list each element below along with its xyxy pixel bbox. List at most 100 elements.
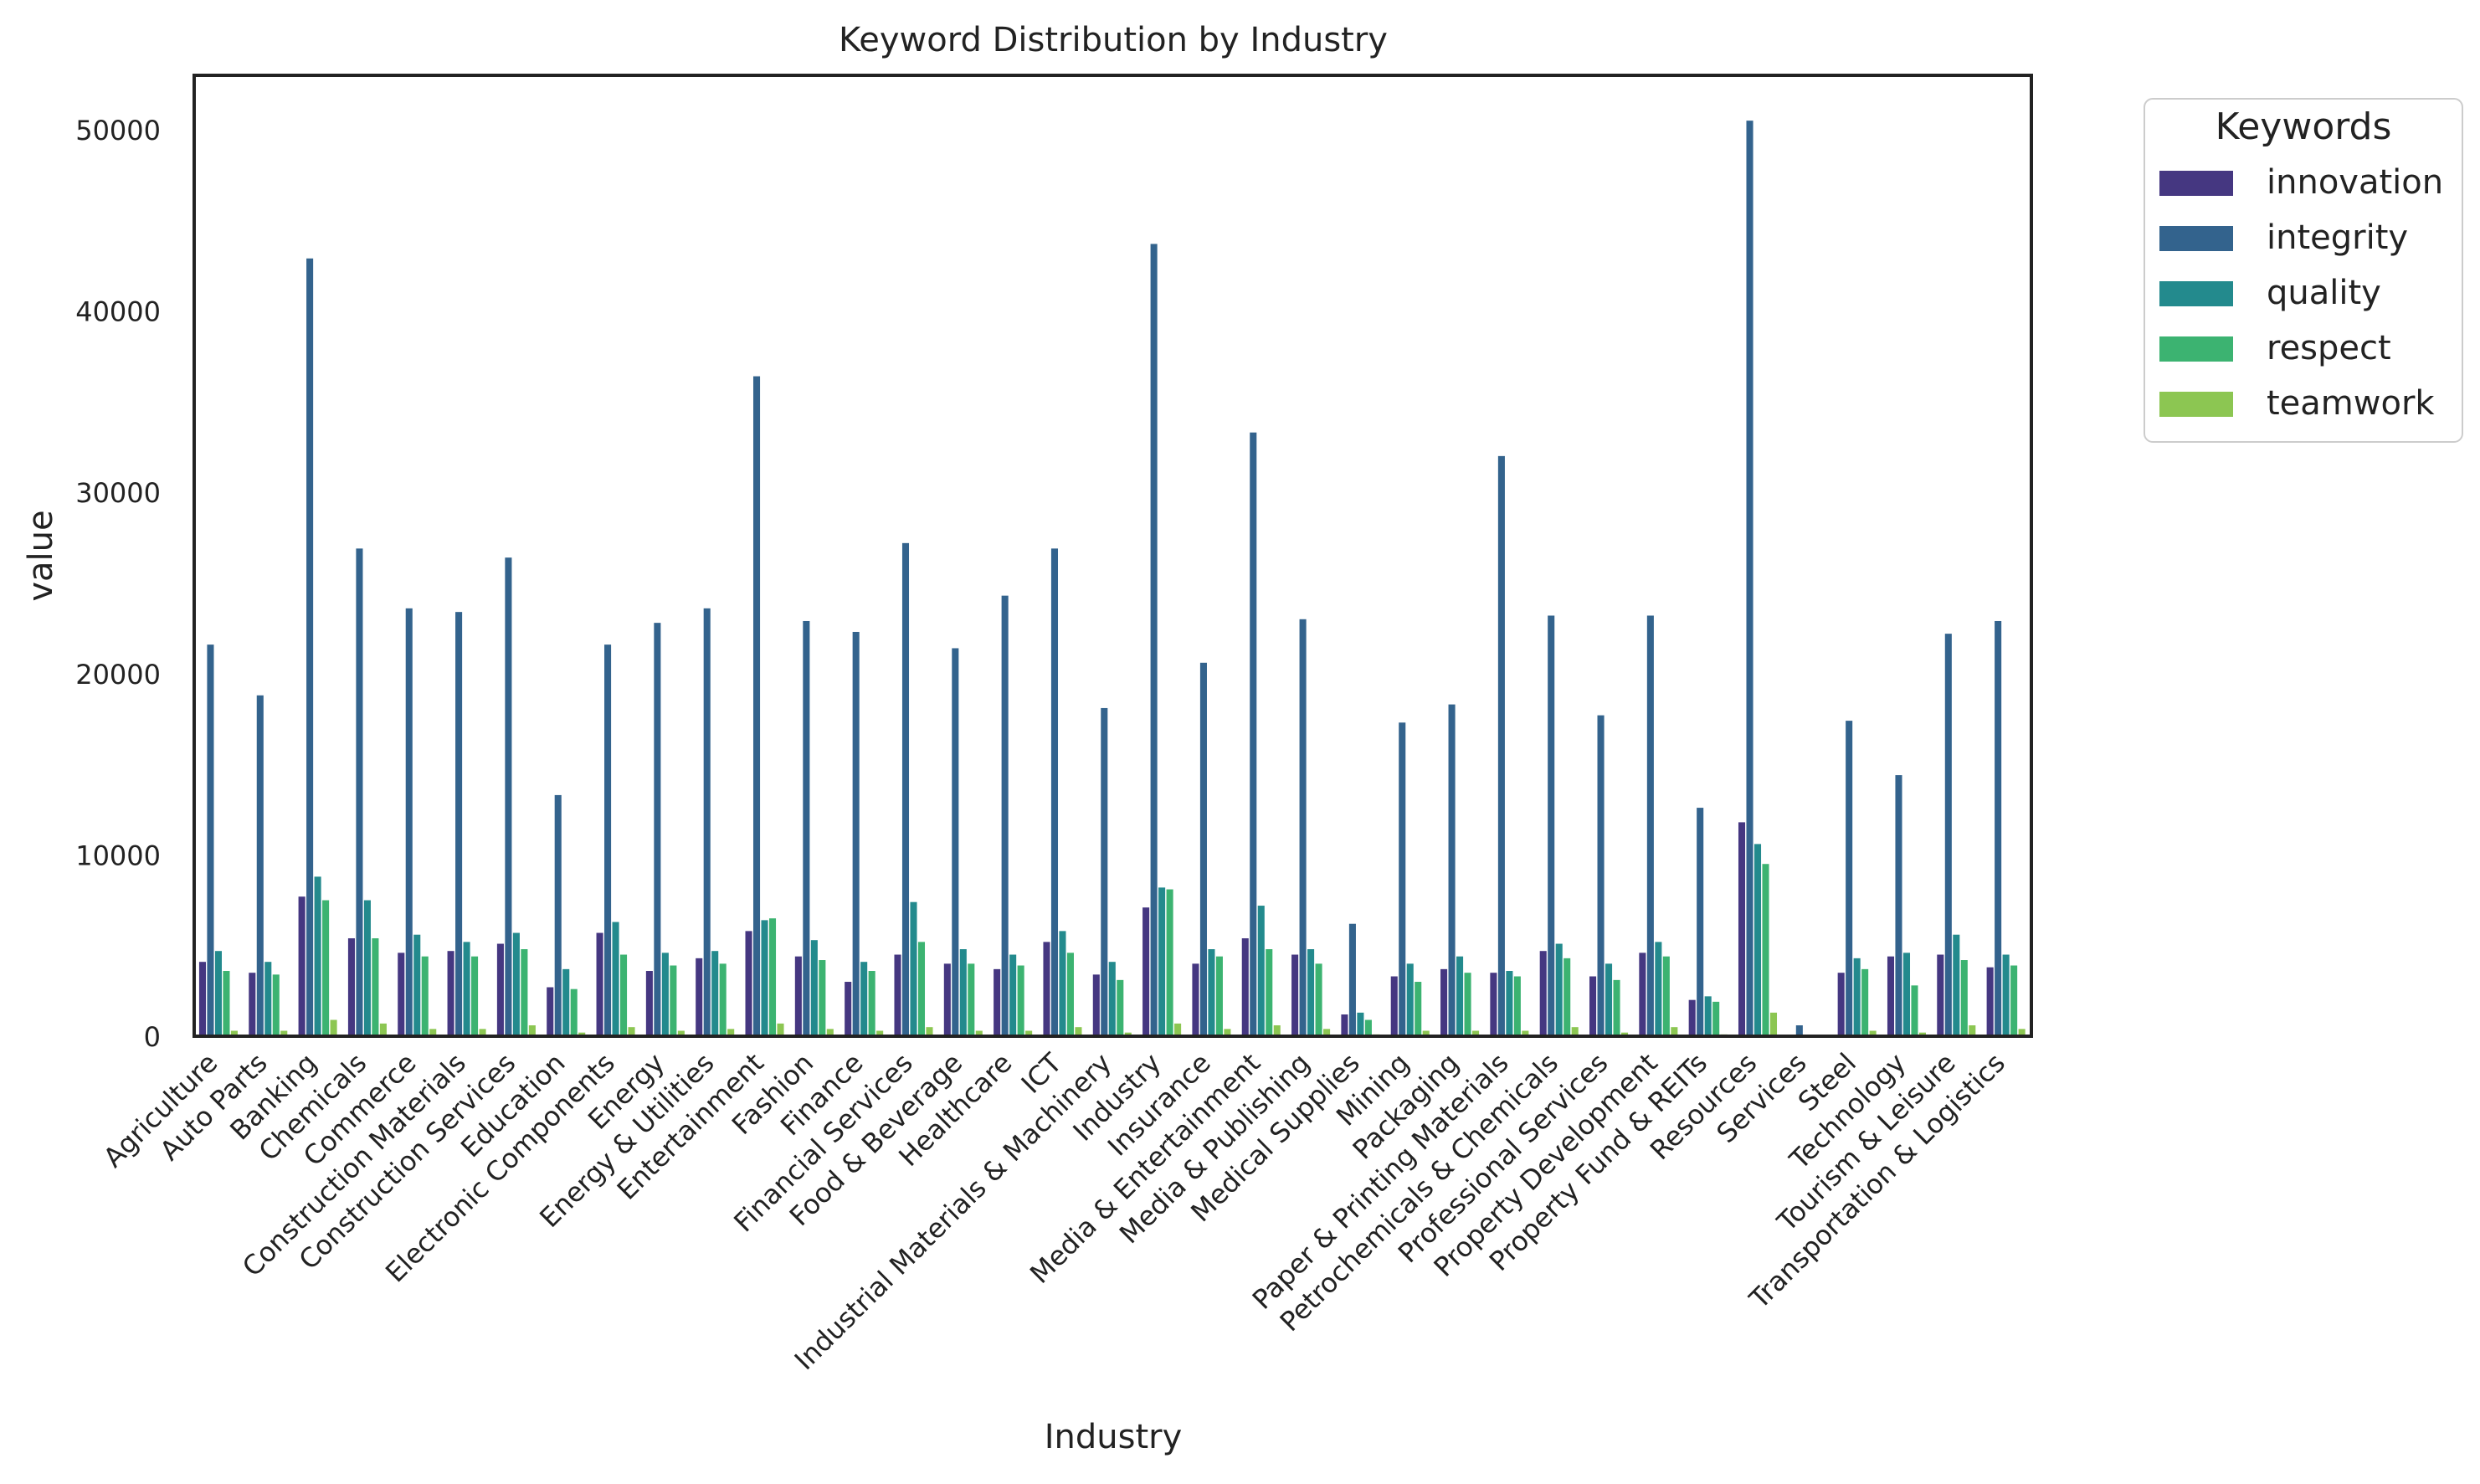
bar-integrity-5 bbox=[455, 612, 462, 1036]
bar-innovation-0 bbox=[199, 962, 206, 1036]
bar-integrity-16 bbox=[1002, 596, 1009, 1036]
bar-integrity-2 bbox=[306, 259, 313, 1036]
bar-respect-5 bbox=[471, 957, 478, 1036]
bar-respect-26 bbox=[1514, 977, 1521, 1036]
bar-quality-28 bbox=[1605, 963, 1612, 1036]
bar-respect-19 bbox=[1167, 890, 1173, 1036]
bar-teamwork-2 bbox=[331, 1020, 337, 1036]
bar-integrity-4 bbox=[406, 608, 413, 1036]
legend-title: Keywords bbox=[2216, 105, 2392, 148]
bar-quality-20 bbox=[1208, 949, 1214, 1036]
bar-respect-34 bbox=[1911, 985, 1918, 1036]
bar-quality-26 bbox=[1506, 971, 1512, 1036]
bar-innovation-30 bbox=[1689, 1000, 1696, 1036]
bar-innovation-15 bbox=[944, 963, 951, 1036]
bar-innovation-29 bbox=[1639, 953, 1646, 1036]
bar-innovation-16 bbox=[994, 969, 1000, 1036]
bar-quality-35 bbox=[1953, 935, 1959, 1036]
bar-innovation-36 bbox=[1987, 968, 1994, 1036]
bar-quality-10 bbox=[711, 951, 718, 1036]
bar-integrity-19 bbox=[1151, 244, 1158, 1036]
bar-integrity-14 bbox=[902, 543, 909, 1036]
bar-quality-22 bbox=[1307, 949, 1314, 1036]
bar-quality-0 bbox=[215, 951, 222, 1036]
bar-innovation-10 bbox=[696, 958, 702, 1036]
bar-integrity-6 bbox=[505, 557, 511, 1036]
bar-integrity-1 bbox=[257, 696, 264, 1036]
y-tick-label: 50000 bbox=[75, 115, 161, 146]
bar-quality-30 bbox=[1705, 996, 1712, 1036]
bar-innovation-9 bbox=[646, 971, 653, 1036]
bar-quality-8 bbox=[613, 922, 619, 1036]
bar-integrity-25 bbox=[1449, 705, 1456, 1036]
bar-integrity-12 bbox=[803, 621, 809, 1036]
bar-innovation-25 bbox=[1440, 969, 1447, 1036]
bar-innovation-8 bbox=[597, 933, 603, 1036]
bar-respect-22 bbox=[1316, 963, 1322, 1036]
legend-swatch-quality bbox=[2159, 281, 2233, 306]
bar-teamwork-19 bbox=[1174, 1024, 1181, 1036]
bar-quality-18 bbox=[1109, 962, 1116, 1036]
bar-quality-3 bbox=[364, 901, 371, 1036]
legend-swatch-innovation bbox=[2159, 171, 2233, 196]
bar-integrity-35 bbox=[1945, 634, 1952, 1036]
bar-quality-14 bbox=[910, 902, 917, 1036]
bar-quality-17 bbox=[1059, 931, 1065, 1036]
bar-innovation-22 bbox=[1291, 955, 1298, 1036]
bar-quality-31 bbox=[1754, 844, 1761, 1036]
legend-swatch-integrity bbox=[2159, 226, 2233, 251]
bar-quality-23 bbox=[1357, 1013, 1363, 1036]
bar-innovation-26 bbox=[1490, 973, 1497, 1036]
bar-teamwork-11 bbox=[777, 1024, 783, 1036]
y-tick-label: 0 bbox=[144, 1021, 161, 1053]
bar-respect-30 bbox=[1712, 1002, 1719, 1036]
bar-quality-9 bbox=[662, 953, 669, 1036]
bar-innovation-20 bbox=[1192, 963, 1199, 1036]
bar-respect-25 bbox=[1465, 973, 1471, 1036]
bar-teamwork-3 bbox=[380, 1024, 387, 1036]
bar-integrity-29 bbox=[1647, 615, 1654, 1036]
bar-respect-11 bbox=[769, 918, 776, 1036]
bar-quality-4 bbox=[413, 935, 420, 1036]
bar-quality-13 bbox=[860, 962, 867, 1036]
bar-integrity-0 bbox=[207, 644, 213, 1036]
legend-swatch-teamwork bbox=[2159, 392, 2233, 417]
bar-integrity-17 bbox=[1051, 548, 1058, 1036]
x-axis-label: Industry bbox=[1045, 1418, 1183, 1456]
bar-respect-27 bbox=[1563, 958, 1570, 1036]
bar-respect-35 bbox=[1961, 960, 1968, 1036]
bar-quality-34 bbox=[1903, 953, 1910, 1036]
y-axis-label: value bbox=[22, 510, 60, 601]
bar-integrity-9 bbox=[654, 623, 660, 1036]
bar-respect-20 bbox=[1216, 957, 1223, 1036]
bar-integrity-11 bbox=[753, 377, 760, 1036]
bar-innovation-3 bbox=[348, 938, 355, 1036]
bar-innovation-24 bbox=[1391, 977, 1398, 1036]
bar-respect-31 bbox=[1762, 864, 1769, 1036]
bar-integrity-21 bbox=[1250, 433, 1256, 1036]
bar-quality-16 bbox=[1009, 955, 1016, 1036]
bar-innovation-7 bbox=[547, 988, 553, 1036]
bar-quality-33 bbox=[1854, 958, 1861, 1036]
bar-innovation-28 bbox=[1589, 977, 1596, 1036]
bar-innovation-34 bbox=[1887, 957, 1894, 1036]
bar-respect-10 bbox=[720, 963, 727, 1036]
bar-innovation-5 bbox=[448, 951, 454, 1036]
bar-respect-12 bbox=[819, 960, 825, 1036]
bar-respect-21 bbox=[1266, 949, 1272, 1036]
bar-integrity-13 bbox=[853, 632, 860, 1036]
bar-quality-15 bbox=[960, 949, 967, 1036]
bar-integrity-31 bbox=[1746, 121, 1753, 1036]
bar-integrity-10 bbox=[704, 608, 711, 1036]
legend-label-integrity: integrity bbox=[2267, 218, 2408, 257]
bar-integrity-20 bbox=[1200, 663, 1207, 1036]
bar-respect-24 bbox=[1415, 982, 1421, 1036]
bar-teamwork-31 bbox=[1770, 1013, 1777, 1036]
bar-integrity-8 bbox=[604, 644, 611, 1036]
bar-innovation-2 bbox=[299, 896, 306, 1036]
bar-integrity-15 bbox=[952, 648, 958, 1036]
legend-swatch-respect bbox=[2159, 336, 2233, 362]
bar-respect-0 bbox=[223, 971, 229, 1036]
bar-innovation-1 bbox=[249, 973, 255, 1036]
